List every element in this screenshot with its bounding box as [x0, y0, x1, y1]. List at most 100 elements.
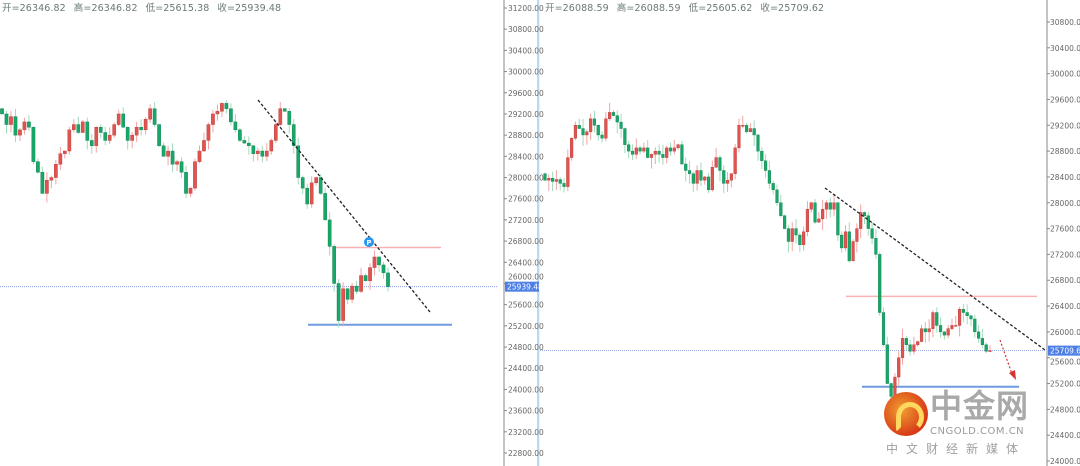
candle[interactable]: [695, 165, 699, 191]
candle[interactable]: [152, 102, 157, 128]
candle[interactable]: [139, 119, 143, 136]
candle[interactable]: [336, 279, 341, 328]
candle[interactable]: [874, 228, 878, 259]
candle[interactable]: [323, 187, 327, 221]
candle[interactable]: [85, 117, 90, 150]
candle[interactable]: [828, 197, 832, 218]
candle[interactable]: [89, 133, 94, 154]
candle[interactable]: [935, 307, 939, 333]
candle[interactable]: [184, 165, 188, 199]
candle[interactable]: [354, 280, 359, 295]
candle[interactable]: [954, 315, 958, 327]
candle[interactable]: [684, 157, 688, 182]
candle[interactable]: [31, 126, 36, 165]
candle[interactable]: [238, 127, 242, 143]
candle[interactable]: [260, 145, 265, 163]
candle[interactable]: [318, 174, 323, 196]
candle[interactable]: [634, 138, 638, 159]
candle[interactable]: [547, 174, 551, 192]
candle[interactable]: [125, 126, 130, 150]
candle[interactable]: [665, 145, 669, 164]
candle[interactable]: [80, 119, 85, 134]
candle[interactable]: [157, 123, 161, 148]
candle[interactable]: [112, 122, 117, 138]
candle[interactable]: [350, 282, 354, 304]
candle[interactable]: [938, 317, 943, 338]
candle[interactable]: [215, 104, 220, 121]
candle[interactable]: [646, 139, 650, 159]
candle[interactable]: [148, 104, 152, 123]
candle[interactable]: [220, 102, 224, 118]
candle[interactable]: [372, 250, 377, 276]
candle[interactable]: [714, 148, 718, 168]
candle[interactable]: [604, 112, 608, 142]
candle[interactable]: [206, 122, 211, 150]
candle[interactable]: [771, 181, 775, 195]
candle[interactable]: [611, 109, 616, 117]
candle[interactable]: [840, 231, 844, 253]
candle[interactable]: [802, 226, 806, 251]
candle[interactable]: [116, 109, 121, 127]
candle[interactable]: [623, 127, 627, 154]
candle[interactable]: [22, 117, 27, 135]
candle[interactable]: [878, 252, 882, 316]
candle[interactable]: [885, 336, 889, 385]
candle[interactable]: [377, 256, 381, 272]
candle[interactable]: [363, 273, 368, 282]
candle[interactable]: [790, 221, 794, 252]
candle[interactable]: [608, 102, 612, 121]
candle[interactable]: [847, 222, 851, 263]
candle[interactable]: [745, 122, 749, 134]
candle[interactable]: [170, 143, 175, 173]
candle[interactable]: [680, 140, 684, 165]
candle[interactable]: [767, 160, 771, 190]
candle[interactable]: [946, 324, 950, 339]
candle[interactable]: [912, 336, 916, 355]
candle[interactable]: [756, 134, 760, 161]
candle[interactable]: [589, 113, 593, 141]
candle[interactable]: [794, 219, 798, 244]
candle[interactable]: [98, 124, 103, 139]
candle[interactable]: [783, 214, 787, 230]
candle[interactable]: [76, 116, 81, 135]
candle[interactable]: [973, 315, 977, 338]
candle[interactable]: [63, 150, 67, 159]
candle[interactable]: [984, 342, 988, 354]
candle[interactable]: [54, 159, 58, 185]
candle[interactable]: [596, 124, 600, 141]
candle[interactable]: [958, 306, 962, 337]
candle[interactable]: [619, 113, 623, 139]
candle[interactable]: [269, 138, 274, 155]
p-marker-icon[interactable]: [364, 237, 374, 247]
candle[interactable]: [627, 140, 631, 159]
candle[interactable]: [661, 144, 665, 165]
candle[interactable]: [592, 110, 597, 133]
candle[interactable]: [988, 345, 992, 352]
candle[interactable]: [729, 172, 733, 188]
candle[interactable]: [748, 123, 752, 133]
candle[interactable]: [305, 183, 310, 209]
candle[interactable]: [121, 107, 126, 128]
candle[interactable]: [832, 194, 836, 217]
candle[interactable]: [296, 137, 301, 185]
candle[interactable]: [551, 171, 555, 192]
candle[interactable]: [836, 201, 840, 241]
candle[interactable]: [798, 232, 802, 252]
candle[interactable]: [381, 261, 386, 279]
candle[interactable]: [862, 211, 867, 225]
candle[interactable]: [813, 198, 817, 225]
candle[interactable]: [916, 340, 920, 347]
candle[interactable]: [211, 109, 215, 133]
candle[interactable]: [676, 143, 680, 150]
candle[interactable]: [291, 119, 296, 154]
candle[interactable]: [179, 157, 184, 179]
candle[interactable]: [638, 145, 642, 155]
candle[interactable]: [573, 121, 577, 141]
candle[interactable]: [103, 127, 108, 146]
candle[interactable]: [359, 267, 363, 294]
candle[interactable]: [653, 147, 657, 165]
candle[interactable]: [733, 144, 737, 180]
candle[interactable]: [919, 324, 924, 343]
candle[interactable]: [134, 121, 139, 143]
